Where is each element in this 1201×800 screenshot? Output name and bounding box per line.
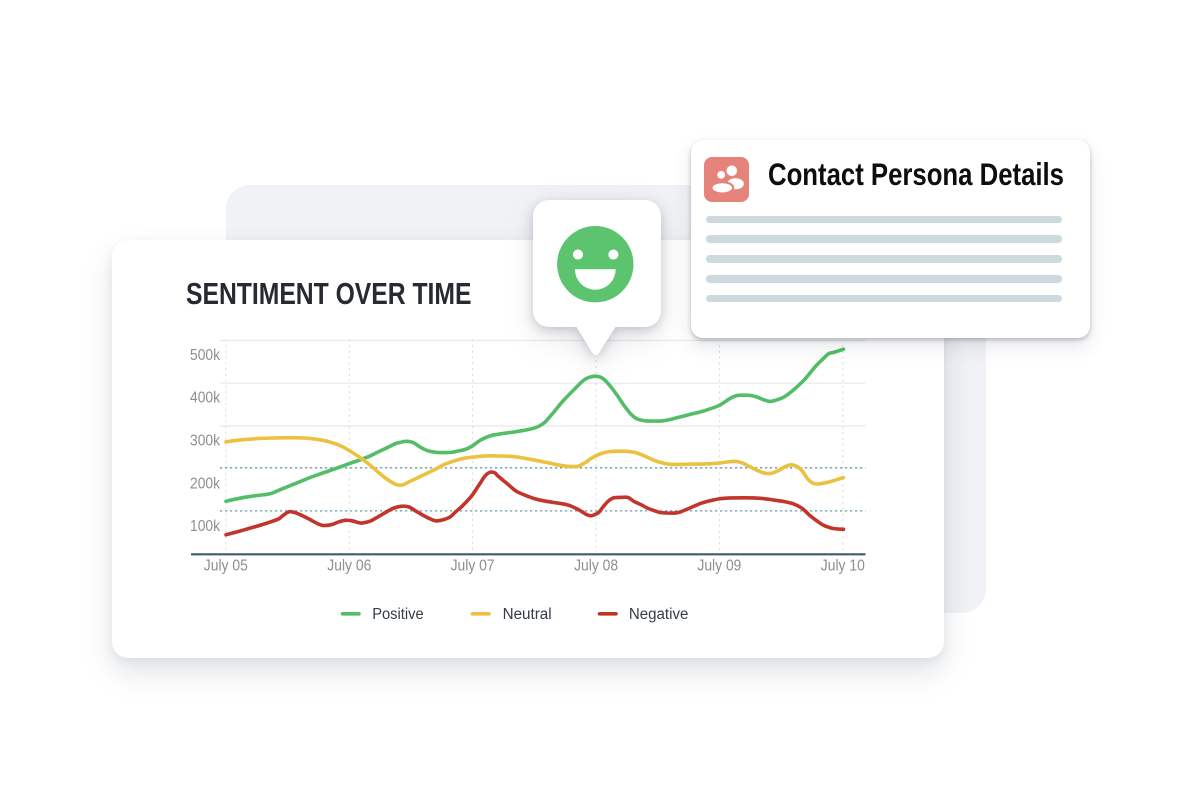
svg-text:July 05: July 05: [204, 557, 248, 574]
svg-text:400k: 400k: [190, 390, 220, 407]
svg-text:500k: 500k: [190, 347, 220, 364]
svg-text:Negative: Negative: [629, 606, 689, 623]
svg-text:300k: 300k: [190, 433, 220, 450]
svg-text:100k: 100k: [190, 518, 220, 535]
svg-text:Positive: Positive: [372, 606, 424, 623]
svg-text:July 10: July 10: [821, 557, 865, 574]
svg-text:July 06: July 06: [327, 557, 371, 574]
svg-text:July 09: July 09: [697, 557, 741, 574]
svg-text:July 08: July 08: [574, 557, 618, 574]
svg-text:200k: 200k: [190, 475, 220, 492]
svg-text:Neutral: Neutral: [503, 606, 552, 623]
svg-text:July 07: July 07: [451, 557, 495, 574]
